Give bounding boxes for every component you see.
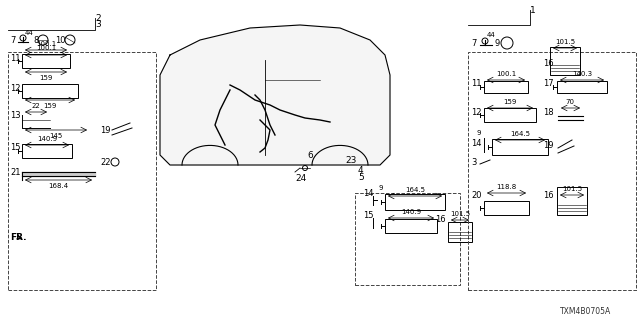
Text: TXM4B0705A: TXM4B0705A	[560, 308, 611, 316]
Text: 21: 21	[10, 167, 20, 177]
Text: 14: 14	[363, 188, 374, 197]
Bar	[468, 52, 636, 290]
Text: 8: 8	[33, 36, 38, 44]
Text: 168.4: 168.4	[48, 183, 68, 189]
Text: 14: 14	[471, 139, 481, 148]
Text: 20: 20	[471, 190, 481, 199]
Text: 15: 15	[10, 142, 20, 151]
Text: 159: 159	[44, 103, 57, 109]
Text: 22: 22	[100, 157, 111, 166]
Text: 3: 3	[95, 20, 100, 28]
Bar	[385, 219, 437, 233]
Text: 23: 23	[345, 156, 356, 164]
Text: 2: 2	[95, 13, 100, 22]
Bar	[484, 108, 536, 122]
Text: 19: 19	[100, 125, 111, 134]
Text: 101.5: 101.5	[562, 186, 582, 192]
Text: 18: 18	[543, 108, 554, 116]
Text: 13: 13	[10, 110, 20, 119]
Text: 17: 17	[543, 78, 554, 87]
Text: 22: 22	[31, 103, 40, 109]
Text: 118.8: 118.8	[496, 184, 516, 190]
Text: 101.5: 101.5	[450, 211, 470, 217]
Text: 140.9: 140.9	[401, 209, 421, 215]
Text: 10: 10	[55, 36, 65, 44]
Text: 12: 12	[10, 84, 20, 92]
Text: 44: 44	[487, 32, 496, 38]
Text: 101.5: 101.5	[555, 39, 575, 45]
Bar	[492, 139, 548, 155]
Bar	[484, 81, 528, 93]
Text: 19: 19	[543, 140, 554, 149]
Text: 7: 7	[10, 36, 15, 44]
Bar	[355, 193, 460, 285]
Text: 100.1: 100.1	[496, 71, 516, 77]
Text: 15: 15	[363, 211, 374, 220]
Text: 164.5: 164.5	[405, 187, 425, 193]
Text: 16: 16	[543, 59, 554, 68]
Bar	[22, 144, 72, 158]
Text: 6: 6	[307, 150, 313, 159]
Text: 140.9: 140.9	[37, 136, 57, 142]
Bar	[8, 52, 156, 290]
Bar	[22, 54, 70, 68]
Text: 9: 9	[476, 130, 481, 136]
Text: 11: 11	[10, 53, 20, 62]
Text: 159: 159	[39, 75, 52, 81]
Text: 9: 9	[494, 38, 499, 47]
Text: 44: 44	[25, 30, 34, 36]
Text: 70: 70	[566, 99, 575, 105]
Text: 11: 11	[471, 78, 481, 87]
Text: 100.1: 100.1	[36, 41, 56, 47]
Text: 24: 24	[295, 173, 307, 182]
Text: 164.5: 164.5	[510, 131, 530, 137]
Text: 16: 16	[543, 190, 554, 199]
Text: 1: 1	[530, 5, 536, 14]
Text: 7: 7	[471, 38, 476, 47]
Bar	[550, 47, 580, 75]
Bar	[484, 201, 529, 215]
Text: 16: 16	[435, 215, 445, 225]
Bar	[557, 81, 607, 93]
Polygon shape	[22, 172, 95, 176]
Polygon shape	[160, 25, 390, 165]
Bar	[448, 222, 472, 242]
Text: 100.1: 100.1	[36, 45, 56, 51]
Text: FR.: FR.	[10, 233, 26, 242]
Bar	[22, 84, 78, 98]
Text: 4: 4	[358, 165, 364, 174]
Text: 159: 159	[503, 99, 516, 105]
Text: 145: 145	[49, 133, 63, 139]
Bar	[557, 187, 587, 215]
Text: 12: 12	[471, 108, 481, 116]
Text: 3: 3	[471, 157, 476, 166]
Text: 5: 5	[358, 172, 364, 181]
Text: 140.3: 140.3	[572, 71, 592, 77]
Text: 9: 9	[378, 185, 383, 191]
Bar	[385, 194, 445, 210]
